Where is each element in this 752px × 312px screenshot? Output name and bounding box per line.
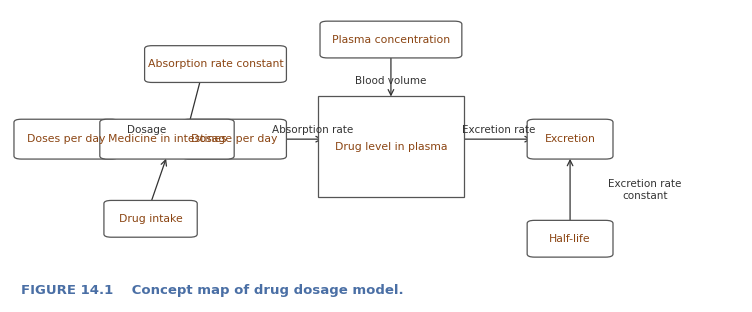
- Text: Drug intake: Drug intake: [119, 214, 183, 224]
- FancyBboxPatch shape: [104, 200, 197, 237]
- Text: Excretion rate: Excretion rate: [462, 124, 536, 134]
- Text: Blood volume: Blood volume: [355, 76, 426, 86]
- Text: FIGURE 14.1    Concept map of drug dosage model.: FIGURE 14.1 Concept map of drug dosage m…: [22, 284, 404, 297]
- FancyBboxPatch shape: [100, 119, 234, 159]
- FancyBboxPatch shape: [527, 119, 613, 159]
- FancyBboxPatch shape: [320, 21, 462, 58]
- FancyBboxPatch shape: [14, 119, 119, 159]
- Text: Dosage: Dosage: [127, 124, 166, 134]
- Text: Plasma concentration: Plasma concentration: [332, 35, 450, 45]
- Text: Excretion rate
constant: Excretion rate constant: [608, 179, 681, 201]
- Text: Absorption rate: Absorption rate: [272, 124, 353, 134]
- FancyBboxPatch shape: [318, 96, 464, 197]
- Text: Medicine in intestines: Medicine in intestines: [108, 134, 226, 144]
- Text: Half-life: Half-life: [549, 234, 591, 244]
- Text: Drug level in plasma: Drug level in plasma: [335, 142, 447, 152]
- FancyBboxPatch shape: [144, 46, 287, 82]
- Text: Absorption rate constant: Absorption rate constant: [147, 59, 284, 69]
- Text: Dosage per day: Dosage per day: [191, 134, 277, 144]
- FancyBboxPatch shape: [527, 220, 613, 257]
- FancyBboxPatch shape: [182, 119, 287, 159]
- Text: Doses per day: Doses per day: [27, 134, 105, 144]
- Text: Excretion: Excretion: [544, 134, 596, 144]
